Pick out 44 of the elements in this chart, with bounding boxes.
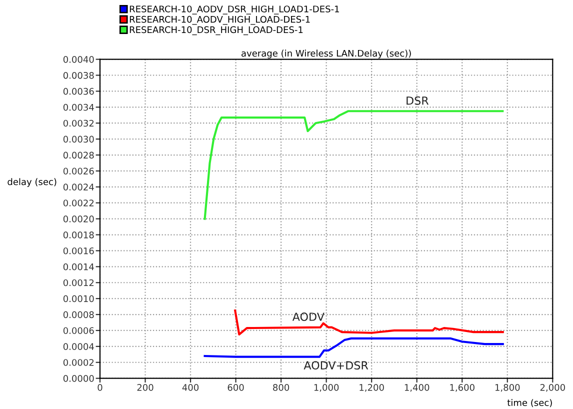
annotation: AODV+DSR [304, 361, 368, 370]
y-tick-label: 0.0020 [63, 216, 94, 222]
y-tick-label: 0.0030 [63, 136, 94, 143]
y-tick-label: 0.0014 [63, 263, 94, 270]
x-tick-label: 1,000 [314, 384, 339, 392]
chart-title: average (in Wireless LAN.Delay (sec)) [242, 50, 411, 58]
y-tick-label: 0.0000 [63, 375, 94, 382]
y-tick-label: 0.0016 [63, 247, 94, 254]
x-tick-label: 0 [98, 384, 102, 391]
y-tick-label: 0.0002 [63, 359, 94, 366]
line-series [234, 309, 504, 336]
y-tick-label: 0.0026 [63, 168, 94, 175]
y-tick-label: 0.0040 [63, 56, 94, 63]
y-tick-label: 0.0034 [63, 104, 94, 111]
y-tick-label: 0.0028 [63, 152, 94, 159]
y-axis-title: delay (sec) [8, 178, 56, 187]
x-tick-label: 1,400 [404, 384, 430, 392]
x-tick-label: 200 [137, 384, 154, 391]
y-tick-label: 0.0032 [63, 120, 94, 127]
y-tick-label: 0.0024 [63, 184, 94, 190]
y-tick-label: 0.0018 [63, 231, 94, 238]
x-tick-label: 600 [228, 384, 244, 391]
legend-label: RESEARCH-10_AODV_HIGH_LOAD-DES-1 [130, 16, 310, 25]
y-tick-label: 0.0008 [63, 311, 94, 318]
line-series [204, 337, 504, 358]
y-tick-label: 0.0038 [63, 72, 94, 79]
line-series [204, 110, 504, 220]
legend-label: RESEARCH-10_DSR_HIGH_LOAD-DES-1 [130, 26, 303, 36]
x-tick-label: 400 [182, 384, 199, 391]
x-tick-label: 1,600 [450, 384, 474, 392]
x-axis-title: time (sec) [507, 399, 552, 408]
legend-label: RESEARCH-10_AODV_DSR_HIGH_LOAD1-DES-1 [130, 6, 339, 14]
y-tick-label: 0.0010 [63, 295, 94, 302]
x-tick-label: 2,000 [540, 384, 565, 392]
annotation: AODV [292, 312, 324, 321]
y-tick-label: 0.0012 [63, 279, 94, 286]
y-tick-label: 0.0036 [63, 88, 94, 95]
x-tick-label: 800 [273, 384, 290, 391]
x-tick-label: 1,800 [495, 384, 520, 392]
x-tick-label: 1,200 [360, 384, 384, 392]
y-tick-label: 0.0004 [63, 343, 94, 350]
annotation: DSR [406, 96, 429, 105]
y-tick-label: 0.0006 [63, 327, 94, 334]
y-tick-label: 0.0022 [63, 200, 94, 206]
